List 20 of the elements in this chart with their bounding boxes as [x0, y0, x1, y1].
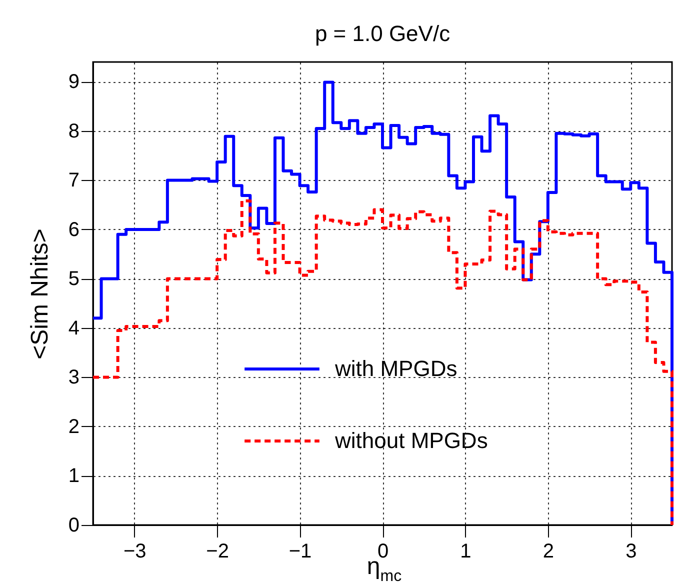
legend-label: without MPGDs [334, 428, 488, 453]
x-tick-label: 2 [542, 540, 554, 562]
y-tick-label: 8 [68, 120, 80, 142]
x-tick-label: −3 [123, 540, 146, 562]
y-tick-label: 9 [68, 71, 80, 94]
y-axis-title: <Sim Nhits> [26, 228, 54, 360]
x-tick-label: 3 [626, 540, 637, 562]
y-tick-label: 0 [68, 514, 80, 536]
y-tick-label: 6 [68, 218, 80, 241]
y-tick-label: 5 [68, 268, 80, 290]
y-tick-label: 7 [68, 170, 80, 192]
legend-label: with MPGDs [334, 356, 458, 381]
y-tick-label: 2 [68, 416, 80, 438]
y-tick-label: 4 [68, 317, 80, 340]
y-tick-label: 3 [68, 366, 80, 389]
chart-title: p = 1.0 GeV/c [314, 21, 450, 46]
x-tick-label: −1 [288, 540, 312, 562]
x-tick-label: 1 [460, 540, 472, 562]
y-tick-label: 1 [68, 465, 80, 488]
x-tick-label: −2 [206, 540, 229, 562]
